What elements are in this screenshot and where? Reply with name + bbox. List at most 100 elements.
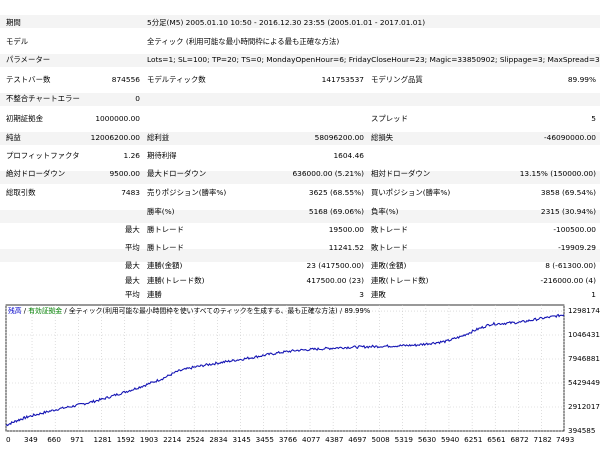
x-tick-label: 3766 xyxy=(278,435,298,444)
gross-profit-value: 58096200.00 xyxy=(314,133,364,142)
model-label: モデル xyxy=(6,37,29,46)
win-value: 5168 (69.06%) xyxy=(308,207,364,216)
spread-label: スプレッド xyxy=(371,114,408,123)
chart-header-sep: / xyxy=(23,307,27,315)
consec-loss-value: -216000.00 (4) xyxy=(540,276,596,285)
x-tick-label: 4077 xyxy=(302,435,321,444)
total-trades-value: 7483 xyxy=(121,188,140,197)
chart-header-model: 全ティック(利用可能な最小時間枠を使いすべてのティックを生成する、最も正確な方法… xyxy=(68,307,338,315)
spread-value: 5 xyxy=(591,114,596,123)
abs-dd-label: 絶対ドローダウン xyxy=(6,169,66,178)
avg-loss-value: -19909.29 xyxy=(558,243,596,252)
x-tick-label: 5940 xyxy=(440,435,460,444)
consec-profit-label: 連勝(トレード数) xyxy=(147,276,205,285)
x-tick-label: 4387 xyxy=(325,435,344,444)
period-label: 期間 xyxy=(6,18,21,27)
avg-label: 平均 xyxy=(125,243,140,252)
gross-loss-value: -46090000.00 xyxy=(543,133,596,142)
max-dd-value: 636000.00 (5.21%) xyxy=(292,169,364,178)
max-loss-value: -100500.00 xyxy=(553,225,596,234)
expected-payoff-label: 期待利得 xyxy=(147,151,177,160)
x-tick-label: 1592 xyxy=(116,435,135,444)
model-ticks-label: モデルティック数 xyxy=(147,75,206,84)
long-value: 3858 (69.54%) xyxy=(540,188,596,197)
y-tick-label: 10464312 xyxy=(568,330,600,339)
y-tick-label: 394585 xyxy=(568,426,596,435)
max-label: 最大 xyxy=(125,225,140,234)
long-label: 買いポジション(勝率%) xyxy=(371,188,451,197)
avg-consec-wins-value: 3 xyxy=(359,290,364,299)
consec-profit-value: 417500.00 (23) xyxy=(306,276,365,285)
x-tick-label: 660 xyxy=(47,435,61,444)
expected-payoff-value: 1604.46 xyxy=(333,151,364,160)
balance-chart xyxy=(5,304,565,432)
total-trades-label: 総取引数 xyxy=(6,188,36,197)
x-tick-label: 5008 xyxy=(371,435,390,444)
net-profit-value: 12006200.00 xyxy=(90,133,140,142)
x-tick-label: 5319 xyxy=(394,435,413,444)
x-tick-label: 2214 xyxy=(163,435,182,444)
x-tick-label: 7493 xyxy=(556,435,575,444)
gross-profit-label: 総利益 xyxy=(147,133,170,142)
consec-wins-label: 連勝(金額) xyxy=(147,261,183,270)
max-dd-label: 最大ドローダウン xyxy=(147,169,207,178)
model-ticks-value: 141753537 xyxy=(321,75,364,84)
max-win-value: 19500.00 xyxy=(328,225,364,234)
x-tick-label: 349 xyxy=(24,435,38,444)
consec-wins-value: 23 (417500.00) xyxy=(306,261,365,270)
chart-header: 残高 / 有効証拠金 / 全ティック(利用可能な最小時間枠を使いすべてのティック… xyxy=(8,306,370,316)
avg-win-label: 勝トレード xyxy=(147,243,184,252)
model-quality-label: モデリング品質 xyxy=(371,75,423,84)
x-tick-label: 1281 xyxy=(93,435,112,444)
x-tick-label: 2524 xyxy=(186,435,205,444)
chart-header-balance: 残高 xyxy=(8,307,22,315)
max-label-3: 最大 xyxy=(125,276,140,285)
initial-deposit-value: 1000000.00 xyxy=(95,114,140,123)
chart-grid xyxy=(5,305,565,432)
rel-dd-value: 13.15% (150000.00) xyxy=(519,169,596,178)
avg-consec-losses-label: 連敗 xyxy=(371,290,386,299)
y-tick-label: 2912017 xyxy=(568,402,600,411)
consec-losses-label: 連敗(金額) xyxy=(371,261,407,270)
short-label: 売りポジション(勝率%) xyxy=(147,188,227,197)
x-tick-label: 1903 xyxy=(139,435,159,444)
mismatch-value: 0 xyxy=(135,94,140,103)
x-tick-label: 7182 xyxy=(533,435,552,444)
x-tick-label: 971 xyxy=(70,435,85,444)
y-tick-label: 7946881 xyxy=(568,354,600,363)
avg-consec-wins-label: 連勝 xyxy=(147,290,162,299)
avg-loss-label: 敗トレード xyxy=(371,243,408,252)
chart-header-sep3: / xyxy=(339,307,343,315)
x-tick-label: 3455 xyxy=(255,435,274,444)
x-tick-label: 2834 xyxy=(209,435,228,444)
x-tick-label: 6561 xyxy=(487,435,506,444)
x-tick-label: 5630 xyxy=(417,435,437,444)
params-label: パラメーター xyxy=(6,55,51,64)
rel-dd-label: 相対ドローダウン xyxy=(371,169,431,178)
max-win-label: 勝トレード xyxy=(147,225,184,234)
x-tick-label: 3145 xyxy=(232,435,251,444)
test-bars-value: 874556 xyxy=(111,75,140,84)
plot-frame xyxy=(5,304,565,432)
x-tick-label: 4697 xyxy=(348,435,367,444)
max-loss-label: 敗トレード xyxy=(371,225,408,234)
x-tick-label: 6251 xyxy=(464,435,483,444)
test-bars-label: テストバー数 xyxy=(6,75,51,84)
period-value: 5分足(M5) 2005.01.10 10:50 - 2016.12.30 23… xyxy=(147,18,426,27)
short-value: 3625 (68.55%) xyxy=(308,188,364,197)
consec-losses-value: 8 (-61300.00) xyxy=(545,261,596,270)
loss-label: 負率(%) xyxy=(371,207,399,216)
y-tick-label: 12981744 xyxy=(568,306,600,315)
gross-loss-label: 総損失 xyxy=(371,133,394,142)
max-label-2: 最大 xyxy=(125,261,140,270)
params-value: Lots=1; SL=100; TP=20; TS=0; MondayOpenH… xyxy=(147,55,600,64)
avg-consec-losses-value: 1 xyxy=(591,290,596,299)
net-profit-label: 純益 xyxy=(6,133,21,142)
win-label: 勝率(%) xyxy=(147,207,175,216)
loss-value: 2315 (30.94%) xyxy=(540,207,596,216)
profit-factor-value: 1.26 xyxy=(123,151,140,160)
chart-header-quality: 89.99% xyxy=(344,307,371,315)
model-value: 全ティック (利用可能な最小時間枠による最も正確な方法) xyxy=(147,37,340,46)
balance-line xyxy=(5,313,565,427)
initial-deposit-label: 初期証拠金 xyxy=(6,114,43,123)
